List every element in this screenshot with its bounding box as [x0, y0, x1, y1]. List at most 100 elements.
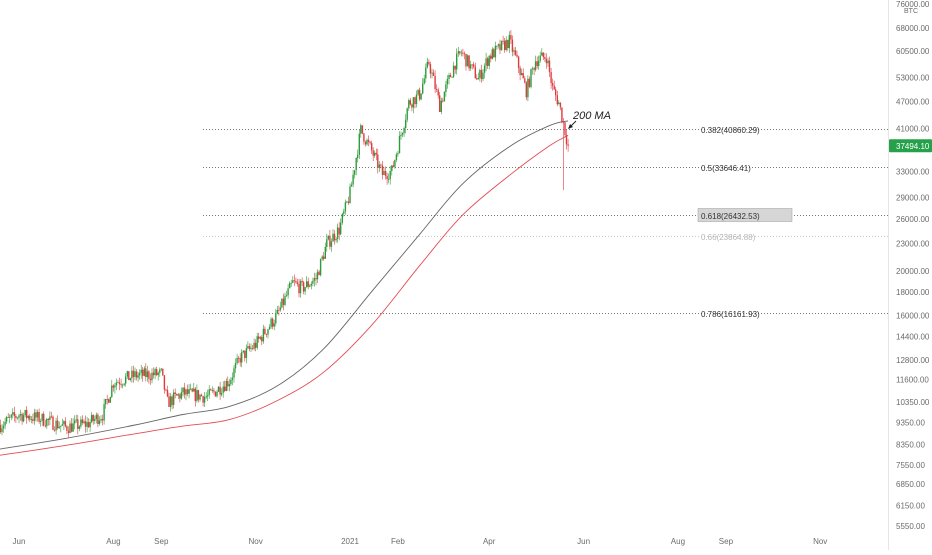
candle-body[interactable]	[554, 86, 555, 90]
candle-body[interactable]	[107, 399, 108, 400]
candle-body[interactable]	[498, 44, 499, 46]
candle-body[interactable]	[326, 239, 327, 247]
candle-body[interactable]	[55, 421, 56, 431]
candle-body[interactable]	[102, 419, 103, 420]
candle-body[interactable]	[427, 62, 428, 68]
candle-body[interactable]	[301, 281, 302, 282]
candle-body[interactable]	[159, 370, 160, 373]
candle-body[interactable]	[76, 419, 77, 420]
candle-body[interactable]	[114, 386, 115, 388]
candle-body[interactable]	[382, 166, 383, 176]
candle-body[interactable]	[530, 69, 531, 87]
candle-body[interactable]	[209, 389, 210, 395]
candle-body[interactable]	[240, 358, 241, 362]
candle-body[interactable]	[247, 346, 248, 348]
candle-body[interactable]	[147, 371, 148, 377]
candle-body[interactable]	[386, 176, 387, 179]
candle-body[interactable]	[470, 64, 471, 68]
candle-body[interactable]	[335, 239, 336, 240]
candle-body[interactable]	[127, 371, 128, 376]
candle-body[interactable]	[99, 421, 100, 425]
candle-body[interactable]	[139, 373, 140, 376]
candle-body[interactable]	[120, 384, 121, 385]
candle-body[interactable]	[52, 417, 53, 430]
candle-body[interactable]	[21, 414, 22, 421]
candle-body[interactable]	[182, 388, 183, 393]
candle-body[interactable]	[512, 40, 513, 52]
candle-body[interactable]	[402, 133, 403, 135]
candle-body[interactable]	[80, 420, 81, 427]
candle-body[interactable]	[490, 56, 491, 59]
candle-body[interactable]	[204, 397, 205, 403]
candle-body[interactable]	[79, 427, 80, 429]
candle-body[interactable]	[85, 421, 86, 427]
candle-body[interactable]	[297, 282, 298, 284]
candle-body[interactable]	[198, 390, 199, 400]
candle-body[interactable]	[229, 384, 230, 386]
candle-body[interactable]	[266, 334, 267, 335]
candle-body[interactable]	[4, 422, 5, 426]
candle-body[interactable]	[179, 394, 180, 398]
candle-body[interactable]	[289, 283, 290, 288]
candle-body[interactable]	[424, 78, 425, 83]
candle-body[interactable]	[185, 389, 186, 394]
candle-body[interactable]	[461, 53, 462, 54]
candle-body[interactable]	[493, 49, 494, 57]
candle-body[interactable]	[360, 125, 361, 133]
ma-line-red[interactable]	[0, 135, 568, 455]
candle-body[interactable]	[134, 371, 135, 377]
candle-body[interactable]	[82, 420, 83, 423]
candle-body[interactable]	[410, 100, 411, 104]
candle-body[interactable]	[376, 153, 377, 155]
candle-body[interactable]	[329, 236, 330, 247]
candle-body[interactable]	[156, 369, 157, 375]
candle-body[interactable]	[37, 412, 38, 418]
candle-body[interactable]	[478, 78, 479, 79]
candle-body[interactable]	[243, 351, 244, 353]
candle-body[interactable]	[413, 97, 414, 107]
candle-body[interactable]	[492, 49, 493, 59]
candle-body[interactable]	[561, 108, 562, 123]
candle-body[interactable]	[224, 387, 225, 391]
candle-body[interactable]	[272, 319, 273, 327]
candle-body[interactable]	[235, 363, 236, 368]
candle-body[interactable]	[60, 426, 61, 427]
candle-body[interactable]	[403, 128, 404, 133]
candle-body[interactable]	[538, 61, 539, 66]
candle-body[interactable]	[77, 419, 78, 429]
candle-body[interactable]	[521, 73, 522, 75]
candle-body[interactable]	[165, 390, 166, 391]
candle-body[interactable]	[236, 358, 237, 363]
candle-body[interactable]	[541, 53, 542, 56]
candle-body[interactable]	[83, 421, 84, 423]
candle-body[interactable]	[445, 84, 446, 92]
candle-body[interactable]	[328, 236, 329, 240]
candle-body[interactable]	[390, 171, 391, 179]
candle-body[interactable]	[345, 202, 346, 211]
candle-body[interactable]	[175, 393, 176, 395]
candle-body[interactable]	[227, 381, 228, 386]
candle-body[interactable]	[26, 410, 27, 418]
candle-body[interactable]	[439, 95, 440, 112]
candle-body[interactable]	[419, 90, 420, 100]
candle-body[interactable]	[317, 272, 318, 280]
candle-body[interactable]	[442, 101, 443, 102]
candle-body[interactable]	[93, 415, 94, 421]
candle-body[interactable]	[213, 390, 214, 391]
candle-body[interactable]	[547, 61, 548, 64]
candle-body[interactable]	[434, 76, 435, 89]
candle-body[interactable]	[425, 68, 426, 79]
candle-body[interactable]	[74, 421, 75, 424]
candle-body[interactable]	[212, 390, 213, 391]
candle-body[interactable]	[507, 40, 508, 48]
candle-body[interactable]	[354, 170, 355, 174]
candle-body[interactable]	[252, 348, 253, 349]
candle-body[interactable]	[436, 89, 437, 90]
candle-body[interactable]	[304, 287, 305, 291]
candle-body[interactable]	[171, 396, 172, 405]
candle-body[interactable]	[441, 101, 442, 112]
candle-body[interactable]	[465, 54, 466, 66]
candle-body[interactable]	[311, 284, 312, 286]
candle-body[interactable]	[154, 369, 155, 375]
candle-body[interactable]	[332, 234, 333, 242]
